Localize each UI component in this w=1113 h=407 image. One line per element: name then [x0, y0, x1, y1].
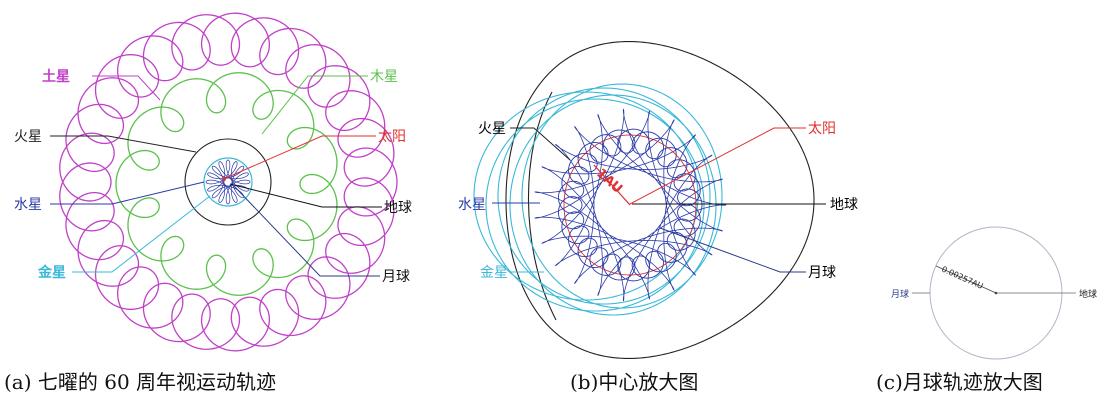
earth-dot [994, 291, 998, 295]
sun-dot [222, 177, 226, 181]
label-mars: 火星 [478, 121, 506, 137]
au-scale-label: 1AU [593, 166, 625, 197]
label-saturn: 土星 [42, 68, 70, 85]
mercury-trajectory [534, 108, 727, 302]
venus-trajectory [473, 83, 723, 316]
moon-leader [659, 227, 806, 273]
panel-c: 0.00257AU 月球 地球 [891, 226, 1097, 360]
sun-leader [225, 135, 376, 179]
moon-loops [557, 128, 703, 282]
mercury-leader [50, 181, 205, 205]
label-sun: 太阳 [378, 129, 406, 145]
label-earth: 地球 [830, 197, 858, 213]
caption-c: (c)月球轨迹放大图 [876, 370, 1043, 394]
venus-orbit [203, 157, 253, 207]
radius-line [935, 265, 997, 294]
label-earth: 地球 [384, 200, 412, 216]
label-earth: 地球 [1079, 288, 1097, 300]
label-mars: 火星 [14, 129, 42, 145]
jupiter-trajectory [115, 72, 338, 296]
panel-b: 1AU 火星 太阳 水星 地球 金星 月球 [458, 40, 858, 360]
mars-orbit [184, 138, 272, 226]
label-mercury: 水星 [14, 197, 42, 213]
label-moon: 月球 [382, 269, 410, 285]
saturn-trajectory [59, 12, 398, 352]
label-jupiter: 木星 [370, 69, 398, 85]
mercury-trajectory [205, 159, 251, 205]
label-venus: 金星 [37, 264, 66, 281]
radius-label: 0.00257AU [940, 265, 984, 291]
moon-leader [233, 185, 380, 277]
mars-leader [50, 135, 197, 153]
earth-leader [229, 183, 382, 208]
caption-a: (a) 七曜的 60 周年视运动轨迹 [4, 370, 277, 394]
saturn-leader [92, 75, 161, 101]
label-sun: 太阳 [808, 121, 836, 137]
sun-leader [629, 127, 806, 205]
mars-leader [510, 127, 571, 161]
panel-a: 土星 木星 火星 太阳 水星 地球 金星 月球 [14, 12, 412, 352]
label-venus: 金星 [480, 265, 508, 281]
label-moon: 月球 [891, 288, 909, 300]
jupiter-leader [261, 75, 368, 135]
venus-leader [72, 195, 211, 273]
label-moon: 月球 [808, 265, 836, 281]
label-mercury: 水星 [458, 197, 486, 213]
au-radius-line [593, 164, 631, 206]
mars-trajectory [505, 40, 815, 360]
caption-b: (b)中心放大图 [570, 370, 699, 394]
